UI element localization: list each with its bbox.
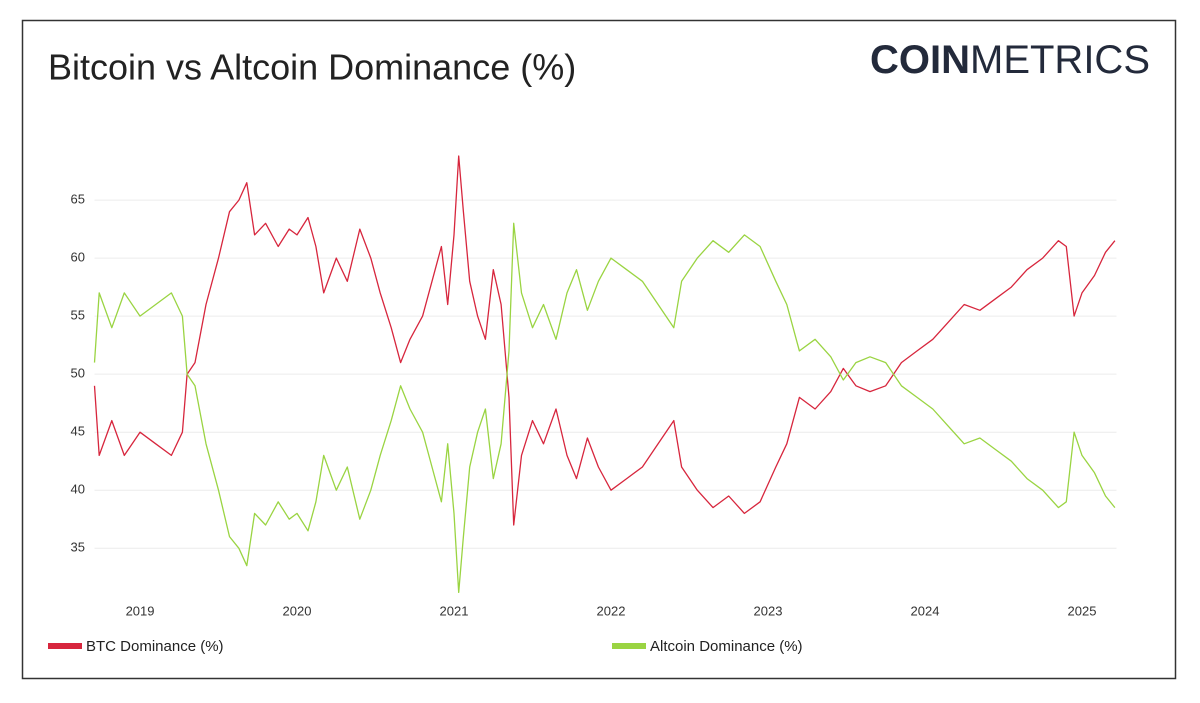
y-tick-label: 40 [71, 482, 85, 497]
x-tick-label: 2025 [1068, 603, 1097, 618]
x-tick-label: 2019 [126, 603, 155, 618]
logo-bold: COIN [870, 38, 970, 82]
legend-label: BTC Dominance (%) [86, 638, 224, 655]
logo-light: METRICS [970, 38, 1150, 82]
x-tick-label: 2022 [597, 603, 626, 618]
y-tick-label: 50 [71, 366, 85, 381]
x-tick-label: 2021 [440, 603, 469, 618]
chart-title: Bitcoin vs Altcoin Dominance (%) [48, 47, 576, 88]
series-line [93, 155, 1116, 526]
series-line [93, 222, 1116, 594]
logo: COINMETRICS [870, 38, 1150, 82]
legend-label: Altcoin Dominance (%) [650, 638, 803, 655]
frame [21, 19, 1177, 680]
y-tick-label: 60 [71, 250, 85, 265]
y-tick-label: 45 [71, 424, 85, 439]
x-tick-label: 2023 [754, 603, 783, 618]
x-tick-label: 2020 [283, 603, 312, 618]
y-tick-label: 55 [71, 308, 85, 323]
y-tick-label: 35 [71, 540, 85, 555]
x-tick-label: 2024 [911, 603, 940, 618]
y-tick-label: 65 [71, 192, 85, 207]
